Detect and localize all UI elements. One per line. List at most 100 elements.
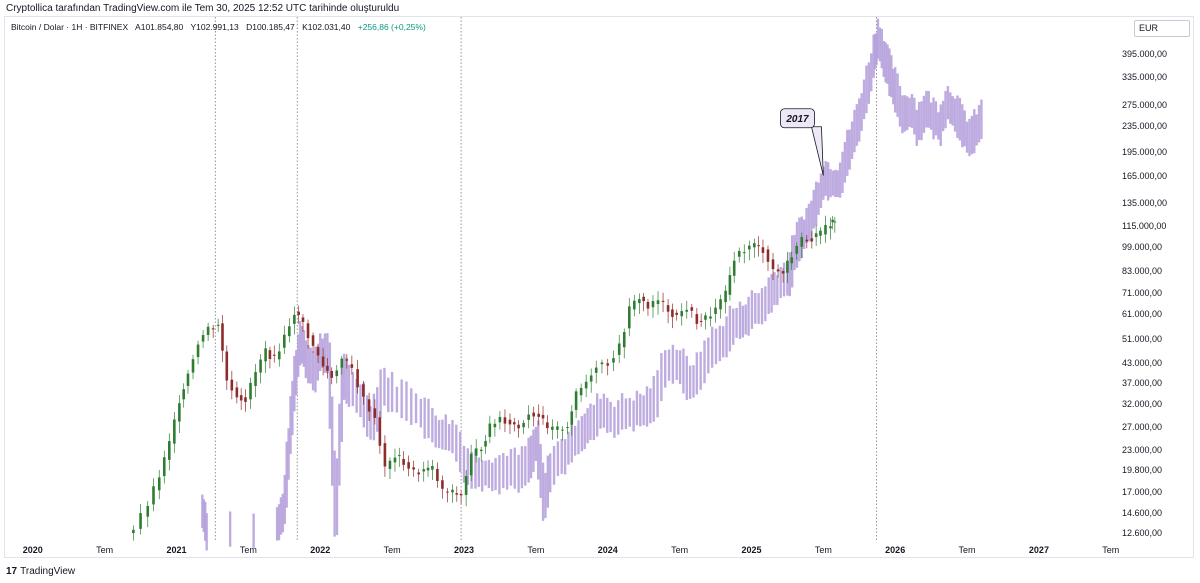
currency-selector[interactable]: EUR bbox=[1134, 20, 1190, 37]
price-tick-label: 12.600,00 bbox=[1122, 528, 1163, 539]
overlay-bar bbox=[707, 337, 710, 374]
legend-symbol[interactable]: Bitcoin / Dolar · 1H · BITFINEX bbox=[11, 22, 129, 32]
candle-body bbox=[493, 423, 497, 428]
candle-body bbox=[612, 358, 615, 363]
overlay-bar bbox=[376, 387, 379, 432]
candle-body bbox=[383, 443, 387, 467]
candle-body bbox=[464, 476, 468, 495]
candle-body bbox=[819, 230, 822, 236]
overlay-bar bbox=[300, 326, 304, 364]
overlay-bar bbox=[285, 441, 288, 508]
candle-body bbox=[272, 354, 276, 356]
overlay-bar bbox=[513, 447, 516, 489]
overlay-bar bbox=[307, 345, 310, 384]
candle-body bbox=[436, 468, 439, 481]
candle-body bbox=[216, 324, 220, 326]
candle-body bbox=[810, 238, 814, 242]
price-tick-label: 19.800,00 bbox=[1122, 465, 1163, 476]
candle-body bbox=[546, 422, 549, 429]
price-tick-label: 23.000,00 bbox=[1122, 444, 1163, 455]
overlay-bar bbox=[977, 104, 981, 143]
candle-body bbox=[656, 300, 660, 305]
price-tick-label: 395.000,00 bbox=[1122, 49, 1168, 60]
overlay-bar bbox=[798, 217, 801, 262]
chart-attribution: Cryptollica tarafından TradingView.com i… bbox=[6, 3, 400, 14]
candle-body bbox=[786, 260, 789, 273]
candle-body bbox=[503, 417, 507, 424]
candle-body bbox=[776, 269, 780, 272]
overlay-bar bbox=[617, 400, 620, 435]
candle-body bbox=[690, 307, 694, 311]
candle-body bbox=[412, 467, 415, 470]
time-axis[interactable]: 2020 Tem 2021 Tem 2022 Tem 2023 Tem 2024 Tem 2025 T… bbox=[4, 542, 1120, 558]
overlay-bar bbox=[860, 93, 863, 131]
overlay-bar bbox=[831, 170, 835, 196]
candle-body bbox=[306, 323, 310, 339]
overlay-bar bbox=[287, 428, 290, 480]
candle-body bbox=[407, 462, 410, 469]
overlay-bar bbox=[202, 499, 206, 533]
price-tick-label: 235.000,00 bbox=[1122, 121, 1168, 132]
annotation-box bbox=[780, 108, 815, 129]
overlay-bar bbox=[228, 511, 232, 547]
overlay-bar bbox=[908, 97, 911, 127]
price-tick-label: 135.000,00 bbox=[1122, 198, 1168, 209]
time-tick-label: Tem bbox=[527, 545, 545, 555]
overlay-bar bbox=[321, 338, 324, 369]
candle-body bbox=[695, 314, 699, 324]
candle-body bbox=[235, 387, 239, 398]
overlay-bar bbox=[732, 308, 735, 345]
overlay-bar bbox=[204, 501, 207, 541]
overlay-bar bbox=[865, 65, 868, 114]
overlay-bar bbox=[886, 44, 889, 84]
overlay-bar bbox=[423, 397, 426, 439]
price-axis[interactable]: 12.600,00 14.600,00 17.000,00 19.800,00 23.0… bbox=[1118, 16, 1194, 542]
overlay-bar bbox=[537, 420, 540, 480]
time-tick-label: 2023 bbox=[453, 545, 474, 555]
overlay-bar bbox=[961, 104, 964, 148]
tradingview-brand[interactable]: TradingView bbox=[20, 566, 76, 577]
overlay-bar bbox=[741, 305, 745, 338]
overlay-bar bbox=[667, 349, 671, 381]
overlay-bar bbox=[873, 33, 877, 70]
candle-body bbox=[561, 429, 564, 431]
overlay-bar bbox=[335, 458, 339, 536]
overlay-bar bbox=[841, 151, 844, 193]
candle-body bbox=[627, 306, 631, 329]
overlay-bar bbox=[738, 301, 742, 340]
overlay-bar bbox=[822, 166, 825, 200]
overlay-bar bbox=[541, 462, 545, 521]
overlay-bar bbox=[304, 340, 308, 379]
overlay-bar bbox=[599, 398, 602, 429]
candle-body bbox=[288, 326, 291, 337]
overlay-bar bbox=[898, 86, 902, 127]
candle-body bbox=[254, 371, 257, 386]
candle-body bbox=[211, 328, 215, 330]
overlay-bar bbox=[888, 48, 891, 96]
overlay-bar bbox=[328, 342, 332, 429]
overlay-bar bbox=[905, 96, 909, 131]
candle-body bbox=[757, 245, 760, 247]
candle-body bbox=[589, 375, 593, 382]
overlay-bar bbox=[870, 53, 873, 92]
overlay-bar bbox=[929, 102, 933, 130]
overlay-bar bbox=[944, 90, 947, 129]
candle-body bbox=[455, 493, 459, 495]
overlay-bar bbox=[894, 67, 897, 113]
candle-body bbox=[512, 422, 516, 425]
overlay-bar bbox=[688, 365, 692, 399]
overlay-bar bbox=[527, 437, 530, 483]
candle-body bbox=[584, 381, 588, 389]
candle-body bbox=[761, 247, 765, 253]
overlay-bar bbox=[858, 98, 861, 142]
overlay-bar bbox=[462, 445, 466, 483]
overlay-bar bbox=[369, 406, 372, 440]
overlay-bar bbox=[814, 181, 818, 226]
overlay-bar bbox=[807, 203, 811, 242]
candle-body bbox=[488, 423, 492, 437]
overlay-bar bbox=[975, 114, 978, 146]
candle-body bbox=[152, 486, 155, 505]
overlay-bar bbox=[671, 344, 675, 384]
candle-body bbox=[191, 359, 195, 373]
